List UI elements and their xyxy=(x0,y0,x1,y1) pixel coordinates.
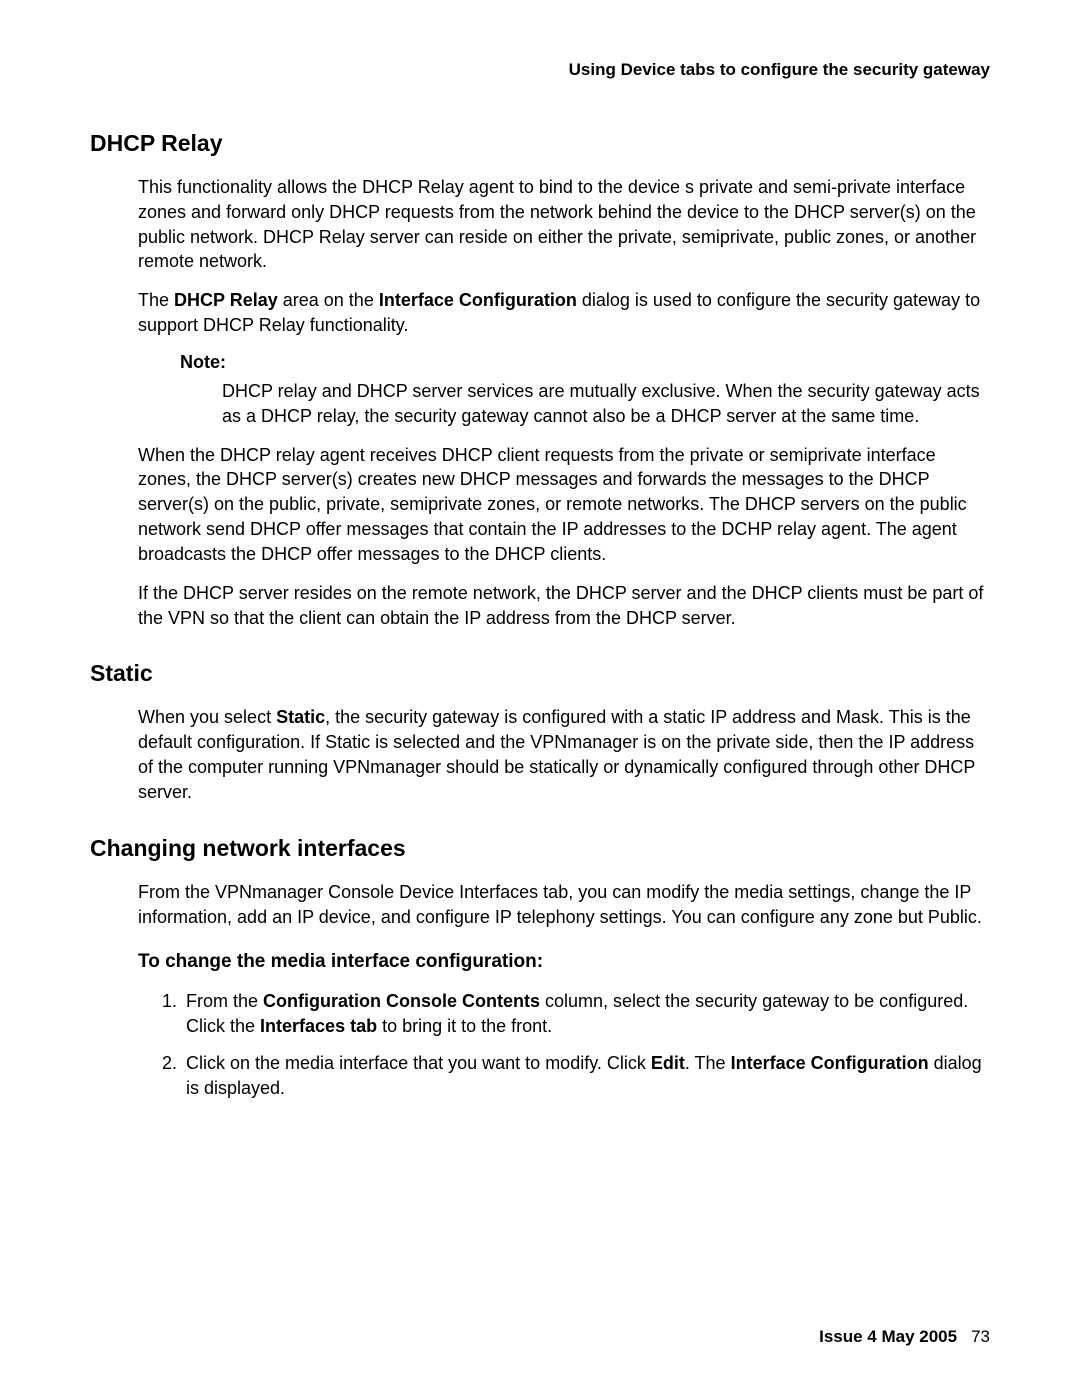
paragraph: From the VPNmanager Console Device Inter… xyxy=(138,880,990,930)
heading-dhcp-relay: DHCP Relay xyxy=(90,130,990,157)
text-bold: Interface Configuration xyxy=(379,290,577,310)
subheading-change-media: To change the media interface configurat… xyxy=(138,951,990,973)
heading-changing-interfaces: Changing network interfaces xyxy=(90,835,990,862)
text-run: From the xyxy=(186,991,263,1011)
text-run: to bring it to the front. xyxy=(377,1016,552,1036)
heading-static: Static xyxy=(90,660,990,687)
list-item: Click on the media interface that you wa… xyxy=(182,1051,990,1101)
paragraph: When you select Static, the security gat… xyxy=(138,705,990,804)
running-header: Using Device tabs to configure the secur… xyxy=(90,60,990,80)
paragraph: If the DHCP server resides on the remote… xyxy=(138,581,990,631)
text-run: . The xyxy=(685,1053,731,1073)
paragraph: The DHCP Relay area on the Interface Con… xyxy=(138,288,990,338)
text-bold: Interface Configuration xyxy=(731,1053,929,1073)
footer-issue: Issue 4 May 2005 xyxy=(819,1327,957,1346)
note-text: DHCP relay and DHCP server services are … xyxy=(222,379,990,429)
footer-page-number: 73 xyxy=(971,1327,990,1346)
text-bold: Static xyxy=(276,707,325,727)
page-footer: Issue 4 May 2005 73 xyxy=(819,1327,990,1347)
text-run: Click on the media interface that you wa… xyxy=(186,1053,651,1073)
text-bold: Edit xyxy=(651,1053,685,1073)
text-run: The xyxy=(138,290,174,310)
paragraph: When the DHCP relay agent receives DHCP … xyxy=(138,443,990,567)
paragraph: This functionality allows the DHCP Relay… xyxy=(138,175,990,274)
text-run: When you select xyxy=(138,707,276,727)
list-item: From the Configuration Console Contents … xyxy=(182,989,990,1039)
text-run: area on the xyxy=(278,290,379,310)
text-bold: Configuration Console Contents xyxy=(263,991,540,1011)
note-block: Note: DHCP relay and DHCP server service… xyxy=(180,352,990,429)
text-bold: DHCP Relay xyxy=(174,290,278,310)
note-label: Note: xyxy=(180,352,990,373)
ordered-steps: From the Configuration Console Contents … xyxy=(160,989,990,1100)
text-bold: Interfaces tab xyxy=(260,1016,377,1036)
